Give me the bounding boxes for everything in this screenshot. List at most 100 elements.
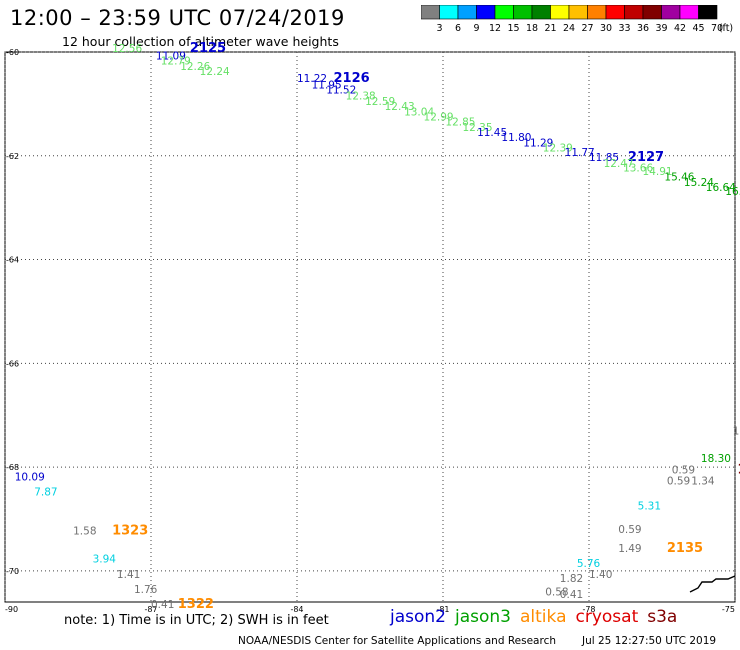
legend-item-altika: altika <box>520 607 567 627</box>
pass-id-label: 1339 <box>737 462 740 477</box>
colorbar-label: 6 <box>455 23 461 34</box>
colorbar-label: 36 <box>637 23 649 34</box>
longitude-label: -90 <box>5 605 18 614</box>
wave-height-label: 0.59 <box>672 464 695 476</box>
wave-height-label: 1.99 <box>733 425 740 437</box>
map-frame <box>4 51 736 603</box>
latitude-label: -70 <box>6 567 19 576</box>
latitude-label: -60 <box>6 48 19 57</box>
wave-height-label: 16.85 <box>725 186 740 198</box>
wave-height-label: 13.66 <box>623 162 653 174</box>
wave-height-label: 12.59 <box>365 96 395 108</box>
colorbar-label: 24 <box>563 23 575 34</box>
wave-height-label: 11.29 <box>523 137 553 149</box>
pass-id-label: 2135 <box>667 541 703 556</box>
colorbar-label: 70 <box>711 23 723 34</box>
colorbar-label: 3 <box>436 23 442 34</box>
wave-height-colorbar: 3 6 9 12 15 18 21 24 27 30 33 36 39 42 45 70(ft) <box>421 5 733 34</box>
wave-height-label: 0.41 <box>151 599 174 611</box>
wave-height-label: 11.22 <box>297 73 327 85</box>
wave-height-label: 12.38 <box>346 91 376 103</box>
wave-height-label: 1.49 <box>618 543 641 555</box>
colorbar-unit: (ft) <box>719 23 733 34</box>
wave-height-label: 12.24 <box>200 66 230 78</box>
colorbar-label: 33 <box>618 23 630 34</box>
wave-height-label: 11.85 <box>589 152 619 164</box>
wave-height-label: 12.56 <box>112 43 142 55</box>
colorbar-label: 42 <box>674 23 686 34</box>
page-subtitle: 12 hour collection of altimeter wave hei… <box>62 34 339 49</box>
pass-id-label: 1323 <box>112 524 148 539</box>
legend-item-jason3: jason3 <box>455 607 511 627</box>
wave-height-label: 0.59 <box>618 524 641 536</box>
wave-height-label: 0.58 <box>545 586 568 598</box>
wave-height-label: 10.09 <box>15 472 45 484</box>
wave-height-label: 7.87 <box>34 487 57 499</box>
colorbar-label: 12 <box>489 23 501 34</box>
legend-item-s3a: s3a <box>647 607 678 627</box>
pass-id-label: 2126 <box>334 71 370 86</box>
wave-height-label: 13.04 <box>404 106 434 118</box>
wave-height-label: 12.39 <box>543 143 573 155</box>
colorbar-label: 21 <box>544 23 556 34</box>
pass-id-label: 1322 <box>178 597 214 612</box>
colorbar-swatch <box>698 5 718 20</box>
wave-height-label: 3.94 <box>93 554 117 566</box>
satellite-legend: jason2 jason3 altika cryosat s3a <box>390 607 686 627</box>
wave-height-label: 15.24 <box>684 177 714 189</box>
colorbar-label: 39 <box>655 23 667 34</box>
wave-height-label: 12.47 <box>604 158 634 170</box>
footnote: note: 1) Time is in UTC; 2) SWH is in fe… <box>64 613 329 628</box>
colorbar-label: 45 <box>692 23 704 34</box>
wave-height-label: 18.30 <box>701 453 731 465</box>
footer-credit: NOAA/NESDIS Center for Satellite Applica… <box>238 635 556 647</box>
coastline <box>689 575 736 593</box>
latitude-label: -66 <box>6 359 19 368</box>
wave-height-label: 1.82 <box>560 573 583 585</box>
wave-height-label: 1.40 <box>589 569 612 581</box>
wave-height-label: 15.46 <box>664 172 694 184</box>
wave-height-label: 12.35 <box>462 122 492 134</box>
longitude-label: -87 <box>144 605 157 614</box>
wave-height-label: 11.95 <box>312 79 342 91</box>
wave-height-label: 5.76 <box>577 558 601 570</box>
wave-height-label: 11.45 <box>477 127 507 139</box>
wave-height-label: 5.31 <box>638 501 661 513</box>
colorbar-label: 18 <box>526 23 538 34</box>
pass-id-label: 2127 <box>628 150 664 165</box>
pass-id-label: 2125 <box>190 41 226 56</box>
page-title: 12:00 – 23:59 UTC 07/24/2019 <box>10 6 345 30</box>
colorbar-label: 27 <box>581 23 593 34</box>
wave-height-label: 1.58 <box>73 526 96 538</box>
longitude-label: -84 <box>290 605 303 614</box>
wave-height-label: 11.09 <box>156 50 186 62</box>
longitude-label: -78 <box>582 605 595 614</box>
longitude-label: -75 <box>722 605 735 614</box>
wave-height-label: 11.80 <box>501 132 531 144</box>
footer-timestamp: Jul 25 12:27:50 UTC 2019 <box>582 635 717 647</box>
latitude-label: -62 <box>6 152 19 161</box>
colorbar-label: 9 <box>473 23 479 34</box>
wave-height-label: 1.34 <box>691 476 715 488</box>
colorbar-label: 15 <box>507 23 519 34</box>
latitude-label: -64 <box>6 256 19 265</box>
wave-height-label: 12.79 <box>161 55 191 67</box>
wave-height-label: 1.76 <box>134 584 158 596</box>
wave-height-label: 12.43 <box>385 101 415 113</box>
wave-height-label: 11.77 <box>565 147 595 159</box>
wave-height-label: 12.26 <box>180 61 210 73</box>
wave-height-label: 11.52 <box>326 85 356 97</box>
wave-height-label: 12.99 <box>424 111 454 123</box>
wave-height-label: 0.59 <box>667 476 690 488</box>
wave-height-label: 1.41 <box>117 569 140 581</box>
wave-height-label: 14.91 <box>643 166 673 178</box>
wave-height-label: 12.85 <box>445 117 475 129</box>
legend-item-cryosat: cryosat <box>575 607 639 627</box>
legend-item-jason2: jason2 <box>390 607 446 627</box>
wave-height-label: 0.41 <box>560 589 583 601</box>
wave-height-label: 16.64 <box>706 182 736 194</box>
longitude-label: -81 <box>436 605 449 614</box>
colorbar-label: 30 <box>600 23 612 34</box>
latitude-label: -68 <box>6 463 19 472</box>
